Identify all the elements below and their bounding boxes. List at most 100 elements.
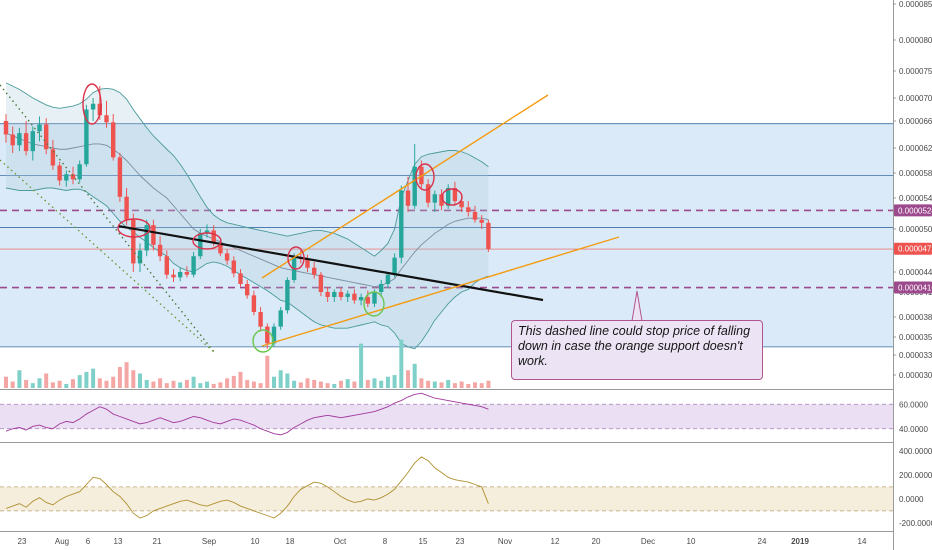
rsi-tick-label: 40.0000 (899, 425, 928, 434)
x-tick-label: Aug (55, 537, 69, 546)
volume-bar (432, 381, 437, 388)
candle (137, 243, 143, 272)
candle (325, 286, 330, 302)
volume-bar (231, 375, 236, 388)
volume-bar (251, 381, 256, 388)
x-tick-label: 24 (758, 537, 767, 546)
candle (385, 272, 391, 288)
volume-bar (71, 379, 75, 388)
candle-body (479, 219, 484, 223)
highlight-circle-red (415, 163, 435, 191)
x-tick-label: 20 (592, 537, 601, 546)
candle-body (352, 293, 357, 301)
x-tick-label: Oct (334, 537, 347, 546)
candle-body (204, 230, 210, 234)
candle (90, 98, 96, 121)
volume-bar (77, 375, 82, 388)
volume-bar (225, 378, 230, 388)
orange-channel-lower (261, 236, 620, 347)
annotation-text: This dashed line could stop price of fal… (518, 324, 751, 368)
candle-body (117, 157, 123, 197)
x-tick-label: 10 (251, 537, 260, 546)
candle-body (198, 233, 203, 257)
price-label: 0.00004167 (894, 281, 932, 294)
candle-body (271, 326, 277, 344)
volume-bar (30, 383, 35, 388)
volume-bar (359, 343, 364, 388)
volume-bar (365, 379, 370, 388)
volume-bar (124, 362, 129, 388)
candle-body (218, 243, 223, 254)
volume-bar (318, 381, 323, 388)
volume-bar (164, 383, 169, 388)
volume-bar (184, 379, 189, 388)
candle-body (111, 122, 116, 158)
x-tick-label: 13 (114, 537, 123, 546)
candle (332, 289, 337, 302)
volume-bar (245, 379, 250, 388)
volume-bar (10, 381, 15, 388)
x-tick-label: 15 (419, 537, 428, 546)
x-tick-label: 8 (383, 537, 388, 546)
candle-body (97, 103, 102, 116)
candle (224, 249, 230, 265)
y-tick-label: 0.00008500 (899, 0, 932, 9)
volume-bar (37, 378, 42, 388)
dotted-channel-upper (0, 84, 216, 354)
x-tick-label: 6 (86, 537, 91, 546)
volume-bar (399, 339, 404, 388)
candle (164, 250, 169, 279)
x-tick-label: 10 (687, 537, 696, 546)
candle (184, 266, 190, 278)
x-tick-label: Sep (202, 537, 217, 546)
candle-body (231, 260, 236, 274)
candle-body (251, 295, 257, 312)
y-tick-label: 0.00003550 (899, 333, 932, 342)
candle-body (137, 250, 143, 264)
candle-body (338, 292, 344, 297)
y-tick-label: 0.00007000 (899, 94, 932, 103)
candle-body (70, 174, 76, 180)
volume-bar (117, 367, 122, 388)
volume-bar (158, 378, 163, 388)
candle-body (305, 259, 310, 268)
candle (238, 269, 243, 287)
candle (77, 160, 82, 183)
candles (3, 86, 491, 349)
volume-bar (258, 383, 263, 388)
y-tick-label: 0.00006600 (899, 117, 932, 126)
candle (231, 256, 236, 278)
candle-body (178, 272, 183, 278)
volume-bar (452, 383, 457, 388)
x-tick-label: 18 (286, 537, 295, 546)
rsi-band (0, 404, 893, 429)
candle (345, 290, 350, 302)
candle-body (399, 190, 404, 258)
candle (472, 205, 478, 223)
candle-body (452, 188, 458, 202)
candle (117, 153, 123, 202)
candle (312, 261, 317, 279)
candle (379, 280, 384, 297)
volume-bar (198, 383, 203, 388)
candle (338, 288, 344, 301)
highlight-circle-green (252, 329, 274, 353)
candle (57, 161, 62, 186)
y-tick-label: 0.00005400 (899, 194, 932, 203)
volume-bar (486, 380, 491, 388)
y-tick-label: 0.00005800 (899, 169, 932, 178)
price-axis: 0.00008500 0.00008000 0.00007500 0.00007000… (893, 0, 932, 528)
volume-bar (385, 376, 390, 388)
candle (245, 280, 250, 299)
y-tick-label: 0.00007500 (899, 67, 932, 76)
candle-body (332, 292, 337, 297)
volume-bars (4, 339, 491, 388)
annotation-callout[interactable]: This dashed line could stop price of fal… (511, 320, 763, 380)
candle-body (472, 211, 478, 220)
candle-body (84, 109, 89, 165)
candle (10, 126, 15, 153)
candle-body (50, 149, 56, 166)
candle (318, 272, 324, 297)
